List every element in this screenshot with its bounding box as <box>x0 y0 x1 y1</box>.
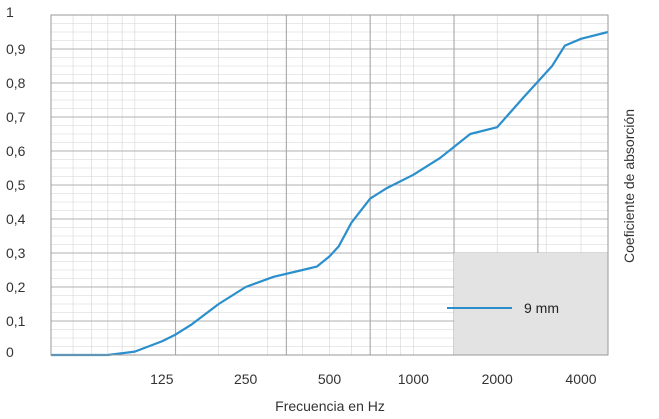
y-tick-label: 0,5 <box>6 177 26 193</box>
y-tick-label: 0,3 <box>6 245 26 261</box>
y-tick-label: 0,9 <box>6 41 26 57</box>
plot-frame <box>50 14 609 356</box>
y-tick-label: 0,8 <box>6 75 26 91</box>
x-tick-label: 4000 <box>565 371 596 387</box>
legend-box <box>454 253 608 355</box>
y-tick-labels: 0 0,1 0,2 0,3 0,4 0,5 0,6 0,7 0,8 0,9 1 <box>6 4 26 360</box>
x-tick-label: 2000 <box>482 371 513 387</box>
legend: 9 mm <box>447 300 559 316</box>
x-tick-labels: 125 250 500 1000 2000 4000 <box>150 371 597 387</box>
y-tick-label: 0,6 <box>6 143 26 159</box>
x-tick-label: 500 <box>318 371 342 387</box>
x-axis-label: Frecuencia en Hz <box>275 398 385 414</box>
y-tick-label: 0,7 <box>6 109 26 125</box>
x-tick-label: 1000 <box>398 371 429 387</box>
y-tick-label: 0,1 <box>6 313 26 329</box>
legend-label: 9 mm <box>524 300 559 316</box>
series-line <box>51 30 609 357</box>
y-tick-label: 0 <box>6 344 14 360</box>
series-layer <box>51 30 609 357</box>
y-tick-label: 0,2 <box>6 279 26 295</box>
x-tick-label: 125 <box>150 371 174 387</box>
y-tick-label: 0,4 <box>6 211 26 227</box>
x-tick-label: 250 <box>234 371 258 387</box>
y-axis-label: Coeficiente de absorción <box>621 109 637 263</box>
y-tick-label: 1 <box>6 4 14 20</box>
